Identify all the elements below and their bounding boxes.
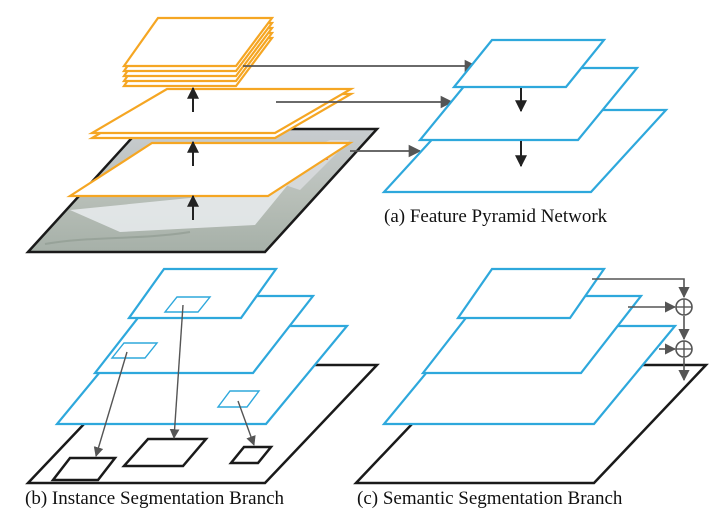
lateral-connection-arrows xyxy=(243,59,478,158)
arrow-roi-middle-to-left xyxy=(93,351,128,457)
backbone-feature-stack xyxy=(66,16,356,198)
roi-boxes xyxy=(110,296,261,408)
mask-box-left xyxy=(50,456,118,482)
backbone-level-1 xyxy=(66,141,354,198)
fpn-pyramid-stack xyxy=(381,38,669,194)
roi-to-mask-arrows xyxy=(93,304,256,457)
fpn-pyramid-stack-c xyxy=(381,267,678,426)
sum-node-lower xyxy=(675,340,693,358)
caption-instance-segmentation-branch: (b) Instance Segmentation Branch xyxy=(25,488,285,509)
fpn-b-level-top xyxy=(126,267,279,320)
panel-a-feature-pyramid-network xyxy=(25,16,669,254)
mask-boxes xyxy=(50,437,274,482)
roi-box-bottom xyxy=(216,390,261,408)
arrow-roi-top-to-center xyxy=(169,304,184,439)
caption-semantic-segmentation-branch: (c) Semantic Segmentation Branch xyxy=(357,488,623,509)
mask-box-right xyxy=(228,445,274,465)
panel-b-instance-segmentation xyxy=(25,267,380,485)
caption-feature-pyramid-network: (a) Feature Pyramid Network xyxy=(384,206,608,227)
fpn-level-top xyxy=(451,38,607,89)
boat-hull xyxy=(70,170,300,232)
panel-c-semantic-segmentation xyxy=(353,267,709,485)
merge-connections xyxy=(592,278,690,382)
connection-top-level xyxy=(592,278,690,299)
fpn-c-level-top xyxy=(455,267,607,320)
arrow-roi-bottom-to-right xyxy=(237,400,256,446)
roi-box-middle xyxy=(110,342,159,359)
roi-box-top xyxy=(163,296,212,313)
water-ripples xyxy=(44,231,191,245)
mask-box-center xyxy=(121,437,209,468)
backbone-level-2a xyxy=(87,87,356,135)
backbone-level-3a xyxy=(121,16,275,68)
sum-node-upper xyxy=(675,298,693,316)
